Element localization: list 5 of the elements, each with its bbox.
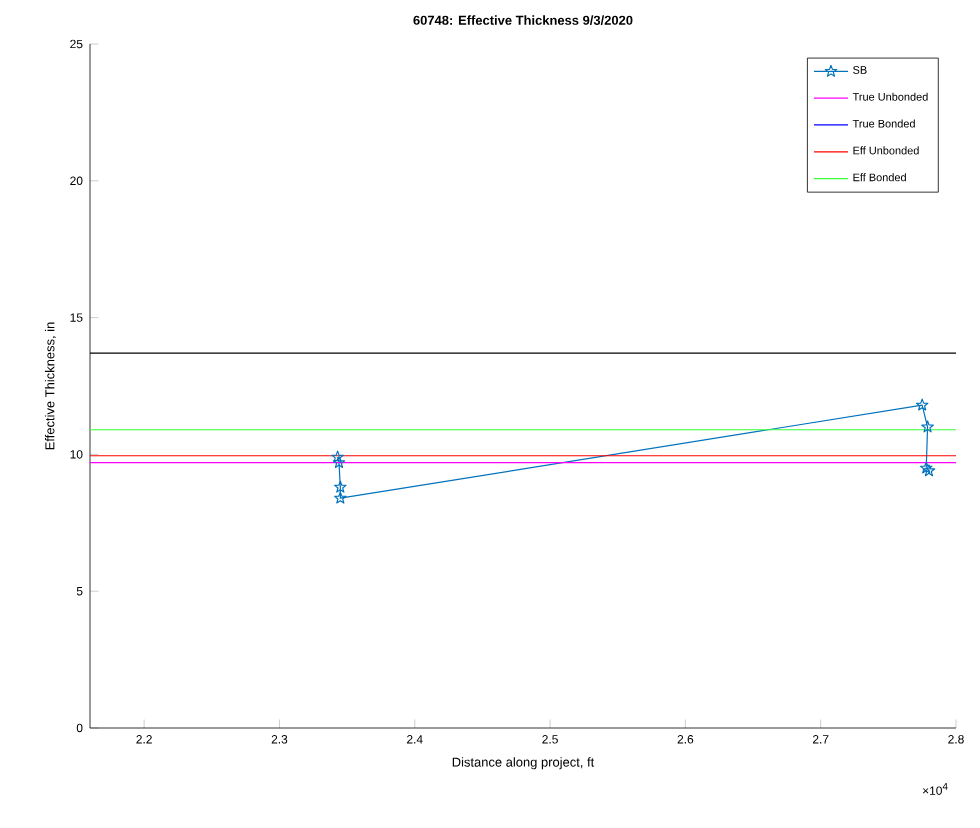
point <box>334 491 347 504</box>
point <box>334 480 347 493</box>
point <box>331 450 344 463</box>
point <box>921 420 934 433</box>
point <box>915 398 929 411</box>
